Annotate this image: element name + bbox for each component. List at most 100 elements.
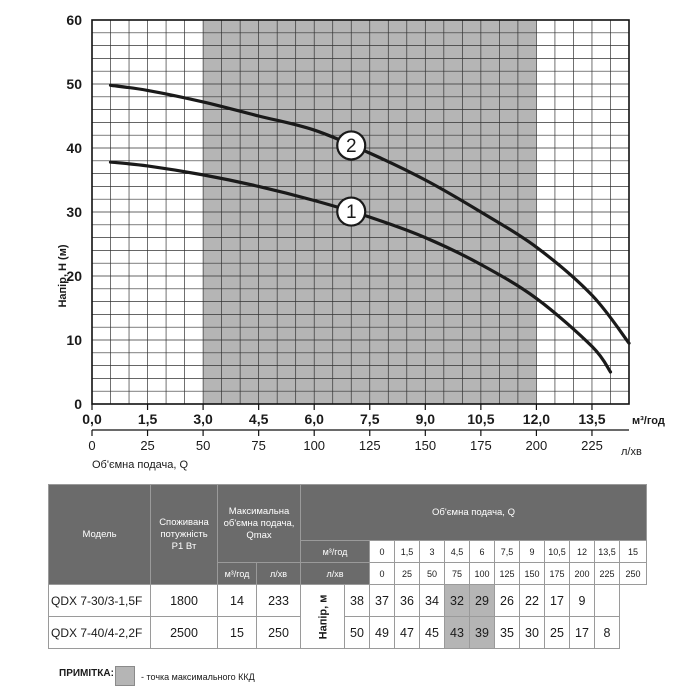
qmax-unit-lmin: л/хв	[256, 562, 301, 585]
flow-lmin-value: 25	[394, 562, 420, 585]
secondary-tick-label: 100	[303, 438, 325, 453]
head-value: 29	[469, 584, 495, 617]
head-value: 8	[594, 616, 620, 649]
x-unit-primary: м³/год	[632, 415, 665, 427]
flow-lmin-value: 50	[419, 562, 445, 585]
flow-m3-value: 0	[369, 540, 395, 563]
secondary-tick-label: 150	[414, 438, 436, 453]
note-text: - точка максимального ККД	[141, 672, 255, 682]
y-tick-label: 10	[66, 332, 82, 348]
table-row: QDX 7-30/3-1,5F 1800 14 233 Напір, м 38 3…	[48, 584, 647, 649]
qmax-m3-value: 14	[217, 584, 257, 617]
flow-m3-value: 15	[618, 540, 648, 563]
header-flow: Об'ємна подача, Q	[299, 484, 648, 541]
y-axis-label: Напір, Н (м)	[57, 244, 69, 307]
head-value: 39	[469, 616, 495, 649]
secondary-tick-label: 25	[140, 438, 154, 453]
y-tick-label: 50	[66, 76, 82, 92]
flow-m3-value: 3	[419, 540, 445, 563]
x-tick-label: 13,5	[578, 411, 605, 427]
secondary-tick-label: 0	[88, 438, 95, 453]
head-value: 43	[444, 616, 470, 649]
secondary-tick-label: 175	[470, 438, 492, 453]
flow-m3-value: 9	[519, 540, 545, 563]
x-tick-label: 4,5	[249, 411, 269, 427]
flow-m3-value: 12	[569, 540, 595, 563]
secondary-tick-label: 200	[526, 438, 548, 453]
y-tick-label: 40	[66, 140, 82, 156]
flow-lmin-value: 100	[469, 562, 495, 585]
head-value: 38	[344, 584, 370, 617]
qmax-lmin-value: 233	[256, 584, 301, 617]
head-value: 35	[494, 616, 520, 649]
head-value: 49	[369, 616, 395, 649]
x-tick-label: 9,0	[416, 411, 436, 427]
flow-m3-value: 13,5	[594, 540, 620, 563]
model-name: QDX 7-30/3-1,5F	[48, 584, 151, 617]
x-tick-label: 12,0	[523, 411, 550, 427]
flow-unit-m3: м³/год	[300, 540, 370, 563]
flow-lmin-value: 250	[618, 562, 648, 585]
qmax-unit-m3: м³/год	[217, 562, 257, 585]
performance-table: Модель Споживана потужність P1 Вт Максима…	[48, 484, 648, 649]
y-tick-label: 0	[74, 396, 82, 412]
x-tick-label: 6,0	[304, 411, 324, 427]
head-value: 47	[394, 616, 420, 649]
y-tick-label: 60	[66, 12, 82, 28]
flow-m3-value: 4,5	[444, 540, 470, 563]
plot-frame	[91, 19, 630, 405]
y-tick-label: 30	[66, 204, 82, 220]
flow-m3-value: 6	[469, 540, 495, 563]
x-tick-label: 7,5	[360, 411, 380, 427]
head-value: 17	[569, 616, 595, 649]
flow-lmin-value: 200	[569, 562, 595, 585]
head-value: 32	[444, 584, 470, 617]
qmax-lmin-value: 250	[256, 616, 301, 649]
flow-m3-value: 10,5	[544, 540, 570, 563]
secondary-tick-label: 125	[359, 438, 381, 453]
x-tick-label: 1,5	[138, 411, 158, 427]
secondary-tick-label: 225	[581, 438, 603, 453]
head-value: 34	[419, 584, 445, 617]
flow-m3-value: 7,5	[494, 540, 520, 563]
x-unit-secondary: л/хв	[621, 446, 642, 458]
head-value: 45	[419, 616, 445, 649]
flow-unit-lmin: л/хв	[300, 562, 370, 585]
table-row: QDX 7-40/4-2,2F 2500 15 250 50 49 47 45 43 39…	[48, 616, 647, 649]
curve-series-1	[108, 160, 613, 374]
head-value: 25	[544, 616, 570, 649]
x-tick-label: 0,0	[82, 411, 102, 427]
model-name: QDX 7-40/4-2,2F	[48, 616, 151, 649]
secondary-tick-label: 75	[251, 438, 265, 453]
power-value: 2500	[150, 616, 218, 649]
power-value: 1800	[150, 584, 218, 617]
head-value: 9	[569, 584, 595, 617]
curve-label-circle	[336, 130, 367, 161]
x-tick-label: 3,0	[193, 411, 213, 427]
curve-series-2	[108, 83, 631, 345]
head-label: Напір, м	[300, 584, 345, 649]
header-qmax: Максимальна об'ємна подача, Qmax	[217, 484, 301, 563]
curve-label-circle	[336, 196, 367, 227]
legend-swatch	[115, 666, 135, 686]
y-tick-label: 20	[66, 268, 82, 284]
head-value: 36	[394, 584, 420, 617]
header-power: Споживана потужність P1 Вт	[150, 484, 218, 585]
head-value: 37	[369, 584, 395, 617]
head-value	[594, 584, 620, 617]
flow-m3-value: 1,5	[394, 540, 420, 563]
curve-label: 1	[346, 202, 357, 223]
head-value: 50	[344, 616, 370, 649]
head-value: 17	[544, 584, 570, 617]
flow-lmin-value: 125	[494, 562, 520, 585]
flow-lmin-value: 225	[594, 562, 620, 585]
x-tick-label: 10,5	[467, 411, 494, 427]
head-value: 26	[494, 584, 520, 617]
secondary-tick-label: 50	[196, 438, 210, 453]
flow-lmin-value: 75	[444, 562, 470, 585]
qmax-m3-value: 15	[217, 616, 257, 649]
head-value: 30	[519, 616, 545, 649]
header-model: Модель	[48, 484, 151, 585]
flow-lmin-value: 150	[519, 562, 545, 585]
